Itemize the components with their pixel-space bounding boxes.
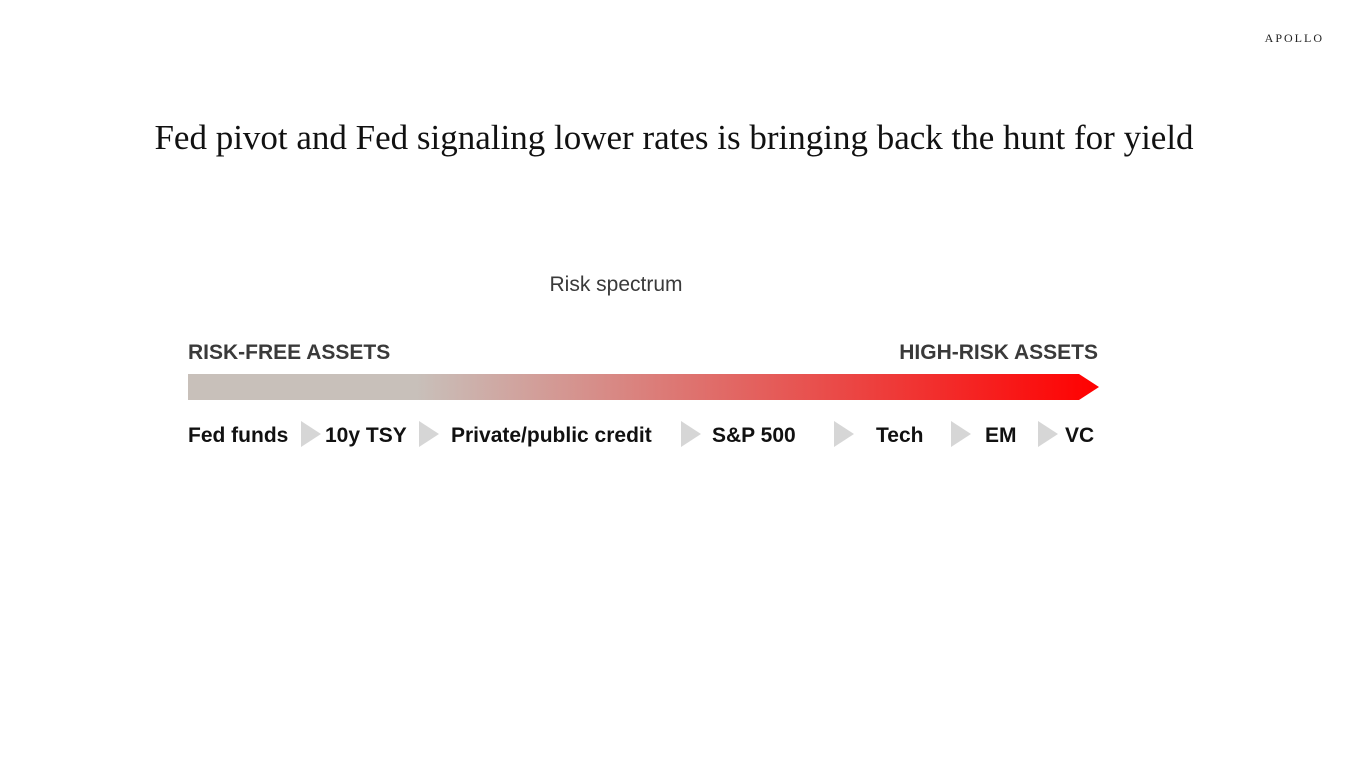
high-risk-label: HIGH-RISK ASSETS <box>899 341 1098 364</box>
page-title: Fed pivot and Fed signaling lower rates … <box>154 118 1194 157</box>
asset-sp-500: S&P 500 <box>712 424 796 447</box>
asset-private-public-credit: Private/public credit <box>451 424 652 447</box>
gradient-arrow-shape <box>188 374 1099 400</box>
risk-gradient-arrow <box>188 374 1099 400</box>
chevron-right-icon <box>681 421 701 447</box>
asset-vc: VC <box>1065 424 1095 447</box>
risk-free-label: RISK-FREE ASSETS <box>188 341 391 364</box>
chevron-right-icon <box>834 421 854 447</box>
asset-tech: Tech <box>876 424 924 447</box>
chevron-right-icon <box>951 421 971 447</box>
asset-fed-funds: Fed funds <box>188 424 289 447</box>
asset-10y-tsy: 10y TSY <box>325 424 407 447</box>
chevron-right-icon <box>1038 421 1058 447</box>
chevron-right-icon <box>301 421 321 447</box>
brand-logo: APOLLO <box>1264 31 1324 45</box>
asset-em: EM <box>985 424 1017 447</box>
chevron-right-icon <box>419 421 439 447</box>
diagram-subtitle: Risk spectrum <box>549 273 683 296</box>
